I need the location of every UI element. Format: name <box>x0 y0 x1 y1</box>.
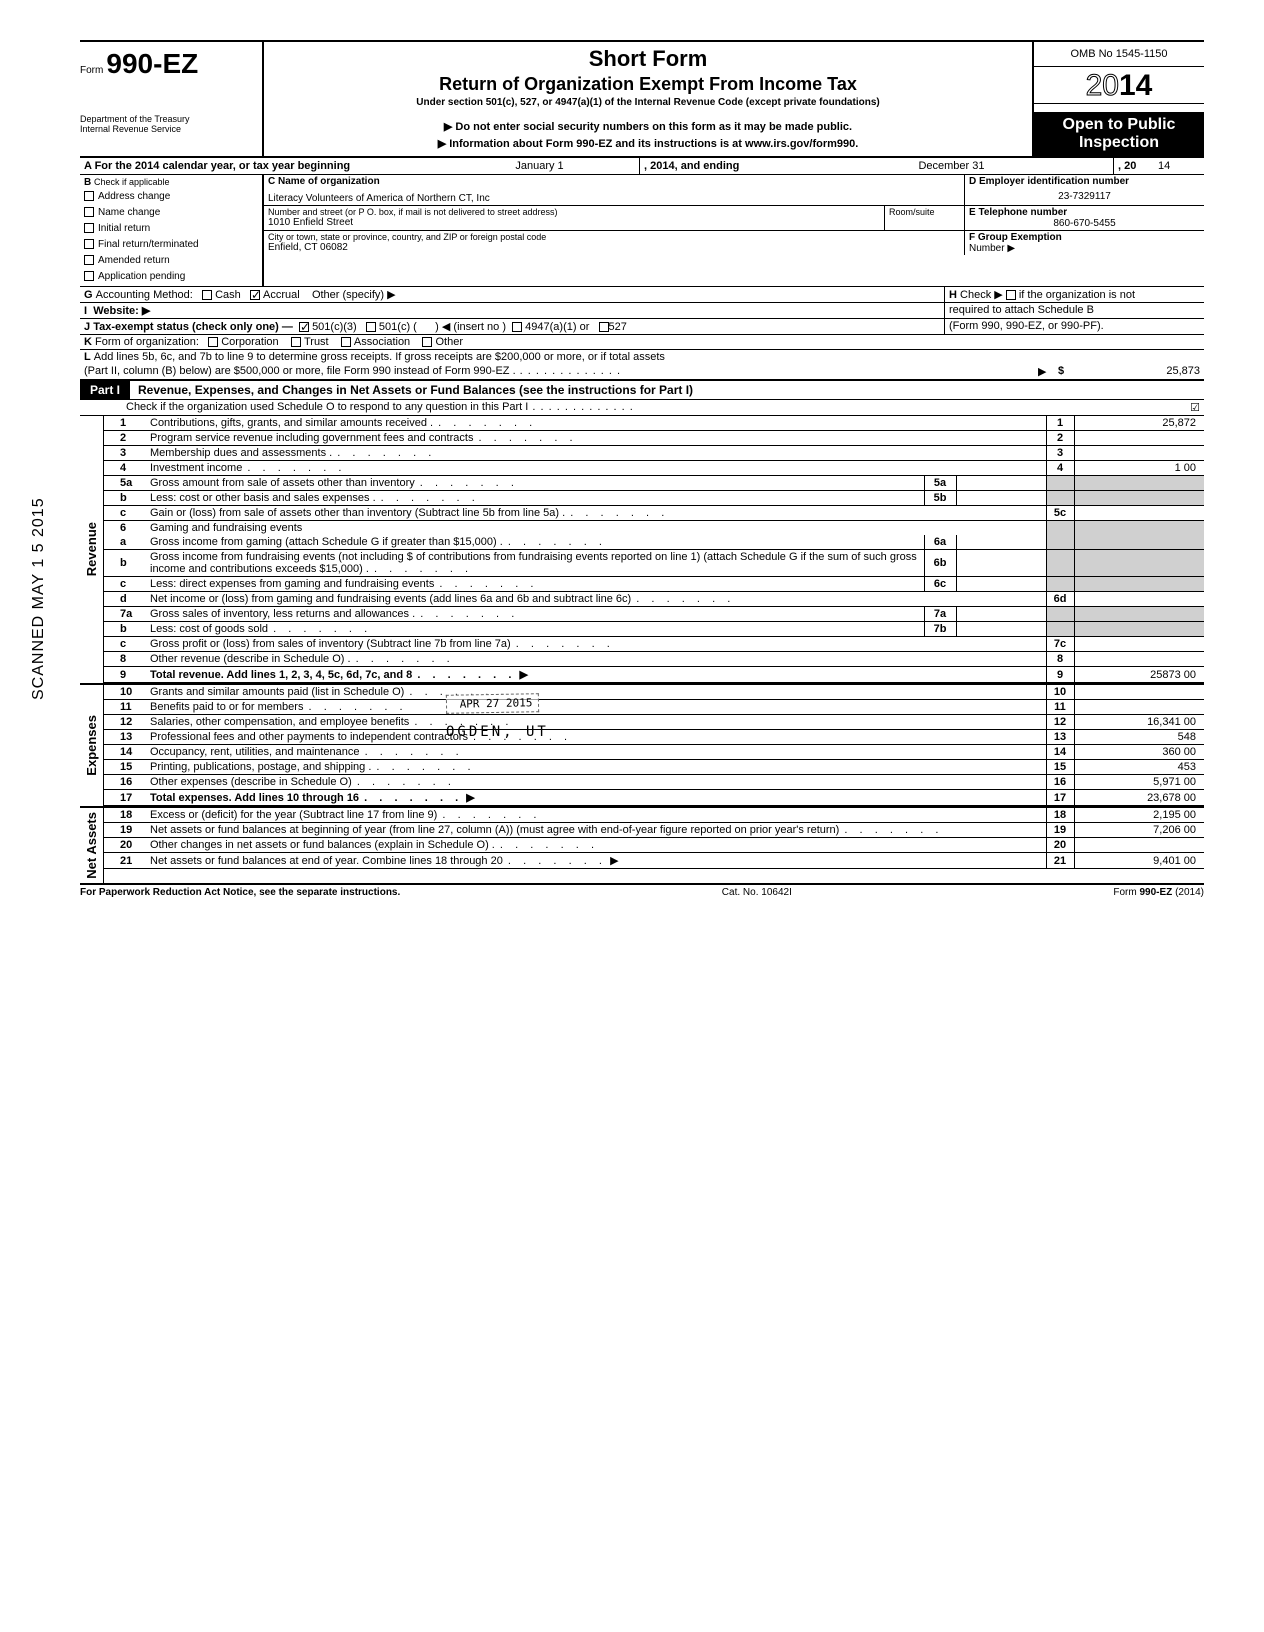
part1-schedule-o-check[interactable]: ☑ <box>1174 400 1204 415</box>
table-row: 8 Other revenue (describe in Schedule O)… <box>104 652 1204 667</box>
cb-527[interactable] <box>599 322 609 332</box>
label-c-name: C Name of organization <box>268 176 960 187</box>
form-prefix: Form <box>80 65 103 76</box>
street-label: Number and street (or P O. box, if mail … <box>268 207 880 217</box>
cb-association[interactable] <box>341 337 351 347</box>
info-url-note: ▶ Information about Form 990-EZ and its … <box>272 137 1024 150</box>
table-row: 12 Salaries, other compensation, and emp… <box>104 715 1204 730</box>
dept-treasury: Department of the Treasury <box>80 114 258 124</box>
form-footer: For Paperwork Reduction Act Notice, see … <box>80 885 1204 898</box>
cb-address-change[interactable]: Address change <box>84 188 258 204</box>
cb-other-org[interactable] <box>422 337 432 347</box>
line-l-amount: 25,873 <box>1074 364 1204 379</box>
net-assets-table: 18 Excess or (deficit) for the year (Sub… <box>104 808 1204 869</box>
table-row: 7a Gross sales of inventory, less return… <box>104 607 1204 622</box>
irs-label: Internal Revenue Service <box>80 124 258 134</box>
table-row: 14 Occupancy, rent, utilities, and maint… <box>104 745 1204 760</box>
net-assets-section-label: Net Assets <box>82 808 101 883</box>
org-name: Literacy Volunteers of America of Northe… <box>268 193 960 204</box>
table-row: 9 Total revenue. Add lines 1, 2, 3, 4, 5… <box>104 667 1204 683</box>
cb-cash[interactable] <box>202 290 212 300</box>
expenses-table: 10 Grants and similar amounts paid (list… <box>104 685 1204 806</box>
cb-trust[interactable] <box>291 337 301 347</box>
cb-accrual[interactable] <box>250 290 260 300</box>
table-row: 15 Printing, publications, postage, and … <box>104 760 1204 775</box>
table-row: c Gross profit or (loss) from sales of i… <box>104 637 1204 652</box>
table-row: a Gross income from gaming (attach Sched… <box>104 535 1204 550</box>
table-row: 20 Other changes in net assets or fund b… <box>104 838 1204 853</box>
open-to-public: Open to Public Inspection <box>1034 112 1204 156</box>
table-row: 6 Gaming and fundraising events <box>104 521 1204 536</box>
table-row: 19 Net assets or fund balances at beginn… <box>104 823 1204 838</box>
table-row: 5a Gross amount from sale of assets othe… <box>104 476 1204 491</box>
form-number: 990-EZ <box>106 48 198 79</box>
form-title: Short Form <box>272 46 1024 72</box>
omb-number: OMB No 1545-1150 <box>1034 42 1204 67</box>
table-row: 13 Professional fees and other payments … <box>104 730 1204 745</box>
table-row: c Less: direct expenses from gaming and … <box>104 577 1204 592</box>
table-row: b Less: cost or other basis and sales ex… <box>104 491 1204 506</box>
table-row: b Gross income from fundraising events (… <box>104 550 1204 577</box>
section-note: Under section 501(c), 527, or 4947(a)(1)… <box>272 97 1024 108</box>
cb-initial-return[interactable]: Initial return <box>84 220 258 236</box>
form-header: Form 990-EZ Short Form Return of Organiz… <box>80 40 1204 112</box>
section-b-checkboxes: B Check if applicable Address change Nam… <box>80 175 262 286</box>
table-row: 1 Contributions, gifts, grants, and simi… <box>104 416 1204 431</box>
cb-501c[interactable] <box>366 322 376 332</box>
label-f-group: F Group Exemption <box>969 232 1200 243</box>
do-not-enter-note: ▶ Do not enter social security numbers o… <box>272 120 1024 133</box>
tax-year: 2014 <box>1034 67 1204 104</box>
city-label: City or town, state or province, country… <box>268 232 960 242</box>
revenue-section-label: Revenue <box>82 518 101 580</box>
table-row: d Net income or (loss) from gaming and f… <box>104 592 1204 607</box>
table-row: b Less: cost of goods sold . . . . . . .… <box>104 622 1204 637</box>
table-row: 21 Net assets or fund balances at end of… <box>104 853 1204 869</box>
street-value: 1010 Enfield Street <box>268 217 880 228</box>
group-number-sub: Number ▶ <box>969 243 1200 254</box>
cb-501c3[interactable] <box>299 322 309 332</box>
row-a-tax-year: A For the 2014 calendar year, or tax yea… <box>80 158 1204 175</box>
form-subtitle: Return of Organization Exempt From Incom… <box>272 74 1024 95</box>
table-row: c Gain or (loss) from sale of assets oth… <box>104 506 1204 521</box>
table-row: 18 Excess or (deficit) for the year (Sub… <box>104 808 1204 823</box>
phone-value: 860-670-5455 <box>969 218 1200 229</box>
cb-final-return[interactable]: Final return/terminated <box>84 236 258 252</box>
revenue-table: 1 Contributions, gifts, grants, and simi… <box>104 416 1204 683</box>
ein-value: 23-7329117 <box>969 187 1200 202</box>
room-suite-label: Room/suite <box>884 206 964 230</box>
cb-application-pending[interactable]: Application pending <box>84 268 258 284</box>
table-row: 4 Investment income . . . . . . . 4 1 00 <box>104 461 1204 476</box>
cb-corporation[interactable] <box>208 337 218 347</box>
city-value: Enfield, CT 06082 <box>268 242 960 253</box>
expenses-section-label: Expenses <box>82 711 101 780</box>
table-row: 2 Program service revenue including gove… <box>104 431 1204 446</box>
table-row: 3 Membership dues and assessments . . . … <box>104 446 1204 461</box>
label-e-phone: E Telephone number <box>969 207 1200 218</box>
table-row: 17 Total expenses. Add lines 10 through … <box>104 790 1204 806</box>
table-row: 11 Benefits paid to or for members . . .… <box>104 700 1204 715</box>
cb-4947a1[interactable] <box>512 322 522 332</box>
table-row: 10 Grants and similar amounts paid (list… <box>104 685 1204 700</box>
cb-schedule-b[interactable] <box>1006 290 1016 300</box>
scan-stamp-sidebar: SCANNED MAY 1 5 2015 <box>30 497 48 700</box>
table-row: 16 Other expenses (describe in Schedule … <box>104 775 1204 790</box>
label-d-ein: D Employer identification number <box>969 176 1200 187</box>
cb-name-change[interactable]: Name change <box>84 204 258 220</box>
cb-amended-return[interactable]: Amended return <box>84 252 258 268</box>
part-1-header: Part I Revenue, Expenses, and Changes in… <box>80 380 1204 400</box>
